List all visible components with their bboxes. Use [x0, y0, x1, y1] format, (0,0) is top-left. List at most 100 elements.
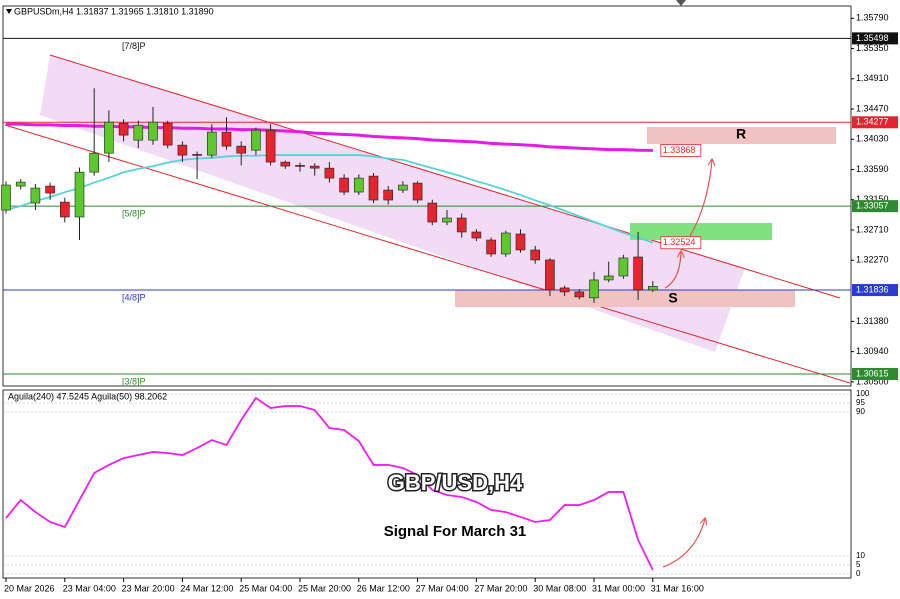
candle-body: [192, 154, 202, 156]
candle-body: [104, 121, 114, 154]
candle-body: [398, 184, 408, 191]
support-zone: [455, 290, 795, 307]
y-tick-label: 90: [856, 407, 865, 416]
x-tick-label: 23 Mar 20:00: [122, 583, 175, 593]
candle-body: [368, 175, 379, 201]
support-label: S: [668, 290, 677, 306]
x-tick-label: 30 Mar 08:00: [533, 583, 586, 593]
channel-upper: [49, 54, 841, 299]
candle-body: [383, 189, 394, 201]
y-tick-label: 1.35790: [856, 13, 889, 23]
price-box-label: 1.31836: [856, 284, 889, 294]
candle-body: [118, 122, 129, 136]
y-tick-label: 1.32710: [856, 224, 889, 234]
candle-body: [177, 144, 188, 156]
candle-body: [486, 239, 496, 255]
candle-body: [500, 232, 511, 255]
line-series: [5, 396, 654, 571]
x-tick-label: 26 Mar 12:00: [357, 583, 410, 593]
price-box: [852, 200, 898, 213]
candle-body: [162, 122, 173, 146]
x-tick-label: 27 Mar 20:00: [474, 583, 527, 593]
indicator-panel: [2, 389, 852, 579]
y-tick-label: 1.33590: [856, 164, 889, 174]
price-box-label: 1.34277: [856, 117, 889, 127]
candle-body: [74, 171, 85, 218]
y-tick-label: 1.34030: [856, 134, 889, 144]
resistance-label: R: [736, 126, 746, 142]
y-tick-label: 1.34470: [856, 103, 889, 113]
shift-marker: [676, 0, 686, 6]
candle-body: [442, 217, 452, 223]
arrow: [662, 519, 705, 568]
candle-body: [295, 165, 305, 167]
y-tick-label: 1.33150: [856, 194, 889, 204]
end-price-label: 1.33868: [663, 145, 696, 155]
x-tick-label: 27 Mar 04:00: [416, 583, 469, 593]
candle-body: [45, 185, 55, 194]
candle-body: [339, 177, 349, 193]
level-label: [7/8]P: [122, 41, 146, 51]
x-tick-label: 23 Mar 04:00: [63, 583, 116, 593]
candle-body: [133, 124, 144, 141]
candle-body: [207, 131, 217, 156]
candle-body: [647, 286, 658, 291]
candle-body: [251, 129, 261, 151]
level-label: [4/8]P: [122, 292, 146, 302]
level-label: [3/8]P: [122, 376, 146, 386]
y-tick-label: 5: [856, 560, 861, 569]
line-series: [5, 154, 654, 244]
x-tick-label: 20 Mar 2026: [4, 583, 55, 593]
resistance-zone: [647, 127, 836, 144]
price-box: [852, 116, 898, 129]
candle-body: [265, 129, 276, 163]
candle-body: [15, 181, 26, 187]
candle-body: [59, 201, 70, 218]
y-tick-label: 1.30940: [856, 346, 889, 356]
line-series: [6, 122, 653, 152]
candle-body: [221, 131, 232, 147]
price-box: [852, 32, 898, 45]
end-price-label: 1.32524: [663, 237, 696, 247]
candle-body: [412, 182, 423, 201]
menu-marker: [6, 9, 12, 14]
candle-body: [236, 145, 246, 154]
x-tick-label: 24 Mar 12:00: [180, 583, 233, 593]
candle-body: [324, 167, 335, 179]
candle-body: [471, 231, 482, 239]
candle-body: [1, 184, 11, 211]
indicator-title: Aguila(240) 47.5245 Aguila(50) 98.2062: [8, 391, 167, 401]
candle-body: [280, 161, 291, 167]
candle-body: [353, 177, 364, 193]
y-tick-label: 1.31380: [856, 316, 889, 326]
candle-body: [309, 165, 320, 169]
x-tick-label: 31 Mar 16:00: [651, 583, 704, 593]
y-tick-label: 1.34910: [856, 73, 889, 83]
y-tick-label: 10: [856, 551, 865, 560]
price-box: [852, 367, 898, 380]
candle-body: [633, 256, 643, 291]
candle-body: [545, 259, 555, 291]
watermark-subtitle: Signal For March 31: [384, 523, 527, 540]
candle-body: [30, 187, 41, 204]
candle-body: [427, 202, 438, 223]
y-tick-label: 95: [856, 398, 865, 407]
x-tick-label: 25 Mar 04:00: [239, 583, 292, 593]
y-tick-label: 1.35350: [856, 43, 889, 53]
candle-body: [618, 257, 629, 277]
candle-body: [559, 287, 570, 293]
level-label: [5/8]P: [122, 209, 146, 219]
target-zone: [630, 223, 772, 240]
x-tick-label: 31 Mar 00:00: [592, 583, 645, 593]
arrow: [689, 160, 712, 237]
candle-body: [515, 233, 526, 251]
arrow: [664, 252, 681, 289]
y-tick-label: 100: [856, 389, 870, 398]
candle-body: [148, 121, 158, 141]
candle-body: [456, 217, 467, 233]
candle-body: [589, 279, 599, 299]
chart-title: GBPUSDm,H4 1.31837 1.31965 1.31810 1.318…: [14, 6, 214, 16]
candle-body: [603, 275, 614, 281]
candle-body: [89, 152, 99, 173]
